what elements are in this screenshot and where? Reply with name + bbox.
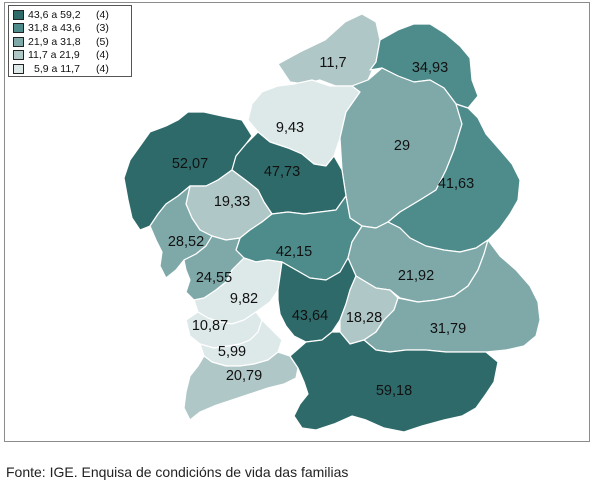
legend-count: (5) [96, 35, 109, 48]
legend-swatch [13, 50, 24, 61]
region-north-tip [277, 13, 381, 87]
region-ourense-north [277, 257, 357, 343]
legend-range: 21,9 a 31,8 [28, 35, 81, 48]
region-value-label: 18,28 [346, 310, 382, 326]
legend-count: (4) [96, 62, 109, 75]
region-value-label: 10,87 [192, 318, 228, 334]
region-value-label: 59,18 [376, 383, 412, 399]
legend-swatch [13, 23, 24, 34]
region-ourense-south [289, 331, 499, 433]
legend-swatch [13, 63, 24, 74]
legend-item: 5,9 a 11,7 (4) [13, 62, 131, 76]
legend-item: 31,8 a 43,6 (3) [13, 22, 131, 36]
legend-item: 11,7 a 21,9 (4) [13, 49, 131, 63]
region-value-label: 31,79 [430, 321, 466, 337]
region-value-label: 24,55 [196, 270, 232, 286]
legend-range: 11,7 a 21,9 [28, 49, 80, 62]
region-value-label: 43,64 [292, 308, 328, 324]
legend-item: 43,6 a 59,2 (4) [13, 8, 131, 22]
region-value-label: 9,82 [230, 291, 258, 307]
region-value-label: 52,07 [172, 156, 208, 172]
legend-count: (4) [96, 49, 109, 62]
region-value-label: 34,93 [412, 60, 448, 76]
region-value-label: 47,73 [264, 164, 300, 180]
region-value-label: 9,43 [276, 120, 304, 136]
region-value-label: 19,33 [214, 194, 250, 210]
source-note: Fonte: IGE. Enquisa de condicións de vid… [6, 464, 349, 480]
region-value-label: 28,52 [168, 234, 204, 250]
legend-count: (3) [96, 22, 109, 35]
choropleth-map: 11,7 34,93 9,43 29 52,07 47,73 41,63 19,33 28,52… [123, 13, 541, 433]
region-value-label: 29 [394, 138, 410, 154]
region-value-label: 42,15 [276, 244, 312, 260]
region-value-label: 21,92 [398, 268, 434, 284]
legend-range: 5,9 a 11,7 [34, 62, 80, 75]
map-legend: 43,6 a 59,2 (4) 31,8 a 43,6 (3) 21,9 a 31,8 (… [8, 5, 132, 77]
region-value-label: 41,63 [438, 176, 474, 192]
legend-count: (4) [96, 8, 109, 21]
legend-range: 31,8 a 43,6 [28, 22, 81, 35]
legend-item: 21,9 a 31,8 (5) [13, 35, 131, 49]
region-value-label: 5,99 [218, 344, 246, 360]
region-value-label: 11,7 [319, 55, 346, 71]
legend-range: 43,6 a 59,2 [28, 8, 81, 21]
legend-swatch [13, 36, 24, 47]
region-value-label: 20,79 [226, 368, 262, 384]
legend-swatch [13, 9, 24, 20]
